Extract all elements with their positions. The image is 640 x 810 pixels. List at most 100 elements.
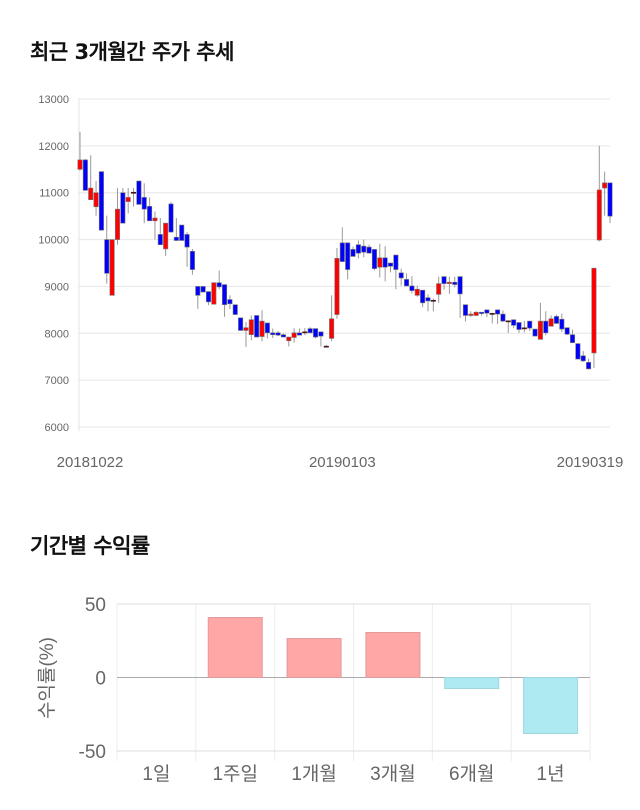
x-tick-label: 1주일 (212, 763, 258, 785)
period-return-title: 기간별 수익률 (30, 534, 150, 558)
candle-body (125, 197, 131, 202)
candle-body (425, 297, 431, 302)
price-trend-title: 최근 3개월간 주가 추세 (30, 40, 234, 64)
candle-body (168, 203, 174, 233)
candle-body (264, 322, 270, 334)
candle-body (532, 328, 538, 337)
y-tick-label: -50 (79, 742, 106, 763)
candle-body (179, 224, 185, 241)
candle-body (248, 319, 254, 335)
candle-body (462, 304, 468, 316)
return-bar (207, 617, 263, 678)
candlestick-chart: 13000 12000 11000 10000 9000 8000 7000 6000 2018… (38, 94, 623, 471)
candle-body (152, 217, 158, 222)
candle-body (93, 192, 99, 208)
candle-body (254, 315, 260, 338)
candle-body (88, 187, 94, 201)
candle-body (243, 327, 249, 331)
candle-body (382, 257, 388, 268)
candle-body (559, 318, 565, 330)
y-tick-label: 11000 (39, 188, 69, 200)
candle-body (404, 279, 410, 287)
candle-body (120, 192, 126, 224)
candle-body (136, 180, 142, 205)
candle-body (216, 282, 222, 288)
candle-body (302, 331, 308, 334)
candle-body (109, 239, 115, 296)
candle-body (591, 267, 597, 354)
candle-body (238, 317, 244, 331)
candle-body (334, 258, 340, 315)
y-tick-label: 50 (85, 595, 106, 616)
candle-body (468, 313, 474, 316)
candle-body (366, 246, 372, 254)
return-bar (523, 677, 579, 735)
y-tick-label: 7000 (45, 375, 69, 387)
candle-body (553, 316, 559, 324)
return-bar (444, 677, 500, 690)
candle-body (211, 282, 217, 305)
return-bar (365, 632, 421, 679)
candle-body (200, 286, 206, 293)
candle-body (104, 239, 110, 274)
candle-body (195, 286, 201, 296)
candle-body (570, 334, 576, 343)
candle-body (371, 249, 377, 269)
candle-body (500, 313, 506, 322)
candle-body (607, 182, 613, 217)
candle-body (580, 355, 586, 362)
candle-body (114, 208, 120, 240)
x-tick-label: 6개월 (449, 763, 495, 785)
candle-body (537, 320, 543, 340)
candle-body (409, 285, 415, 291)
candle-body (489, 313, 495, 315)
candle-body (398, 272, 404, 279)
candle-body (355, 244, 361, 254)
candle-body (586, 362, 592, 370)
candle-body (414, 288, 420, 296)
candle-body (393, 254, 399, 270)
candle-body (323, 345, 329, 348)
candle-body (473, 311, 479, 316)
y-tick-label: 8000 (45, 328, 69, 340)
candle-body (296, 332, 302, 336)
y-axis-label: 수익률(%) (36, 637, 58, 719)
x-tick-label: 1개월 (291, 763, 337, 785)
candle-body (280, 334, 286, 338)
x-tick-label: 20181022 (57, 454, 124, 471)
candle-body (184, 234, 190, 248)
candle-body (339, 242, 345, 262)
candle-body (564, 327, 570, 335)
candle-body (388, 262, 394, 267)
candle-body (232, 304, 238, 315)
y-tick-label: 9000 (45, 281, 69, 293)
candle-body (521, 327, 527, 330)
y-tick-label: 10000 (38, 235, 69, 247)
candle-body (345, 242, 351, 270)
candle-body (189, 250, 195, 270)
candle-body (420, 289, 426, 304)
candle-body (436, 283, 442, 295)
candle-body (548, 318, 554, 327)
candle-body (505, 320, 511, 323)
candle-body (446, 281, 452, 284)
candle-body (516, 322, 522, 330)
candle-body (511, 319, 517, 326)
candle-body (602, 182, 608, 189)
candle-body (147, 206, 153, 222)
candle-body (441, 276, 447, 284)
candle-body (286, 336, 292, 342)
x-tick-label: 3개월 (370, 763, 416, 785)
candle-body (313, 328, 319, 338)
y-tick-label: 13000 (38, 94, 69, 106)
candle-body (270, 332, 276, 335)
candle-body (259, 320, 265, 337)
candle-body (318, 331, 324, 337)
candle-body (141, 197, 147, 210)
return-bar (286, 638, 342, 678)
candle-body (173, 236, 179, 241)
candle-body (77, 159, 83, 170)
candle-body (131, 191, 137, 194)
x-tick-label: 1일 (142, 763, 170, 785)
